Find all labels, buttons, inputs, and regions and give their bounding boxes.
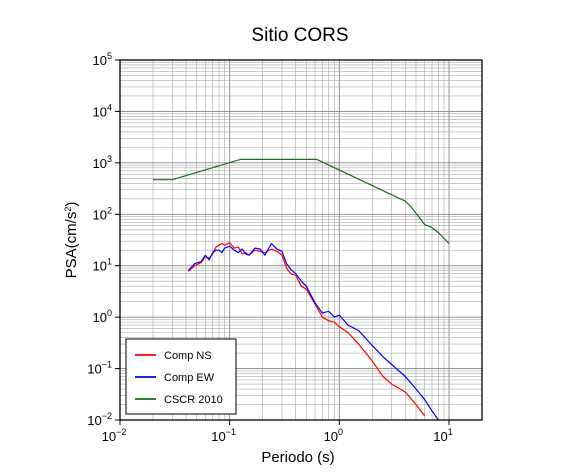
series-line-comp-ns: [187, 242, 426, 417]
x-axis-label: Periodo (s): [261, 449, 334, 466]
legend-label: Comp NS: [164, 350, 212, 362]
x-tick-label: 100: [324, 427, 343, 444]
y-tick-label: 105: [93, 51, 112, 68]
y-axis-label-base: PSA(cm/s: [63, 212, 80, 279]
y-tick-label: 102: [93, 205, 112, 222]
legend-label: Comp EW: [164, 372, 215, 384]
x-tick-label: 101: [433, 427, 452, 444]
series-line-comp-ew: [187, 242, 439, 421]
legend: Comp NS Comp EW CSCR 2010: [125, 338, 237, 415]
x-tick-label: 10−1: [211, 427, 236, 444]
y-tick-label: 104: [93, 102, 112, 119]
y-tick-label: 10−2: [87, 411, 112, 428]
y-axis-label: PSA(cm/s2): [63, 202, 80, 279]
y-axis-label-close: ): [63, 202, 80, 207]
y-axis-label-sup: 2: [63, 207, 73, 212]
series-line-cscr-2010: [153, 158, 450, 244]
grid-lines: [119, 59, 483, 421]
y-tick-label: 101: [93, 257, 112, 274]
chart-title: Sitio CORS: [251, 25, 348, 46]
series-group: [153, 158, 450, 421]
y-tick-label: 103: [93, 154, 112, 171]
axis-ticks: 10−2 10−1 100 101 10−2 10−1 100 101 102 103 104 105: [87, 51, 452, 444]
legend-label: CSCR 2010: [164, 394, 223, 406]
y-tick-label: 10−1: [87, 360, 112, 377]
y-tick-label: 100: [93, 308, 112, 325]
x-tick-label: 10−2: [102, 427, 127, 444]
plot-frame: [119, 59, 483, 421]
